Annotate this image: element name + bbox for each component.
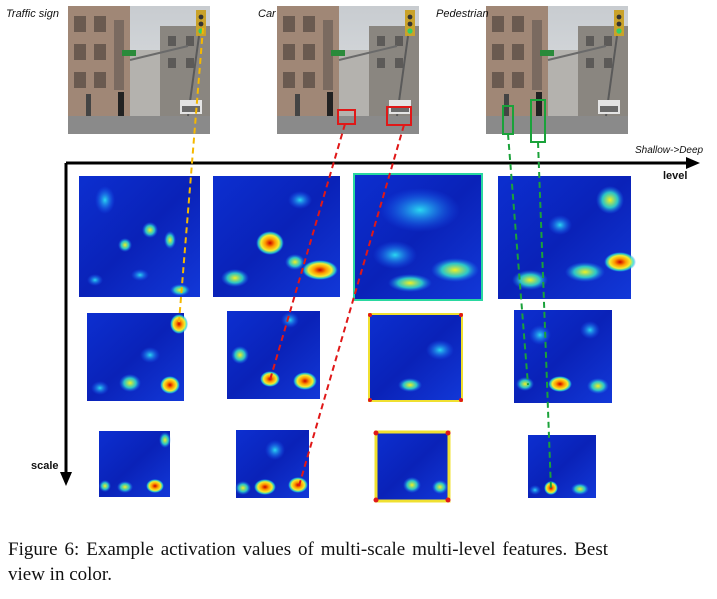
photo-label-car: Car [258, 8, 276, 20]
heatmap-row2-level2 [227, 311, 320, 399]
traffic-sign-links [178, 27, 204, 323]
heatmap-row1-level2 [213, 176, 340, 297]
pedestrian-links [507, 133, 552, 491]
figure-caption: Figure 6: Example activation values of m… [8, 539, 608, 585]
scale-axis [60, 163, 72, 486]
figure-graphic [60, 5, 700, 503]
heatmap-row2-level3 [368, 313, 463, 402]
photo-pedestrian [485, 5, 629, 143]
photo-car [276, 5, 420, 135]
heatmap-row3-level1 [99, 431, 171, 497]
level-axis-label: level [663, 170, 688, 182]
level-axis-note: Shallow->Deep [635, 145, 704, 156]
heatmap-row3-level4 [528, 435, 596, 498]
photo-label-traffic-sign: Traffic sign [6, 8, 59, 20]
photo-label-pedestrian: Pedestrian [436, 8, 489, 20]
heatmap-row3-level3 [373, 430, 451, 503]
car-links [269, 123, 405, 487]
heatmap-row1-level1 [79, 176, 200, 297]
heatmap-row1-level4 [498, 176, 636, 299]
scale-axis-label: scale [31, 460, 59, 472]
heatmap-row2-level4 [514, 310, 612, 403]
heatmap-row3-level2 [235, 430, 309, 498]
photo-traffic-sign [67, 5, 211, 135]
heatmap-row1-level3 [353, 173, 483, 301]
level-axis [66, 157, 700, 169]
heatmap-row2-level1 [87, 313, 188, 401]
